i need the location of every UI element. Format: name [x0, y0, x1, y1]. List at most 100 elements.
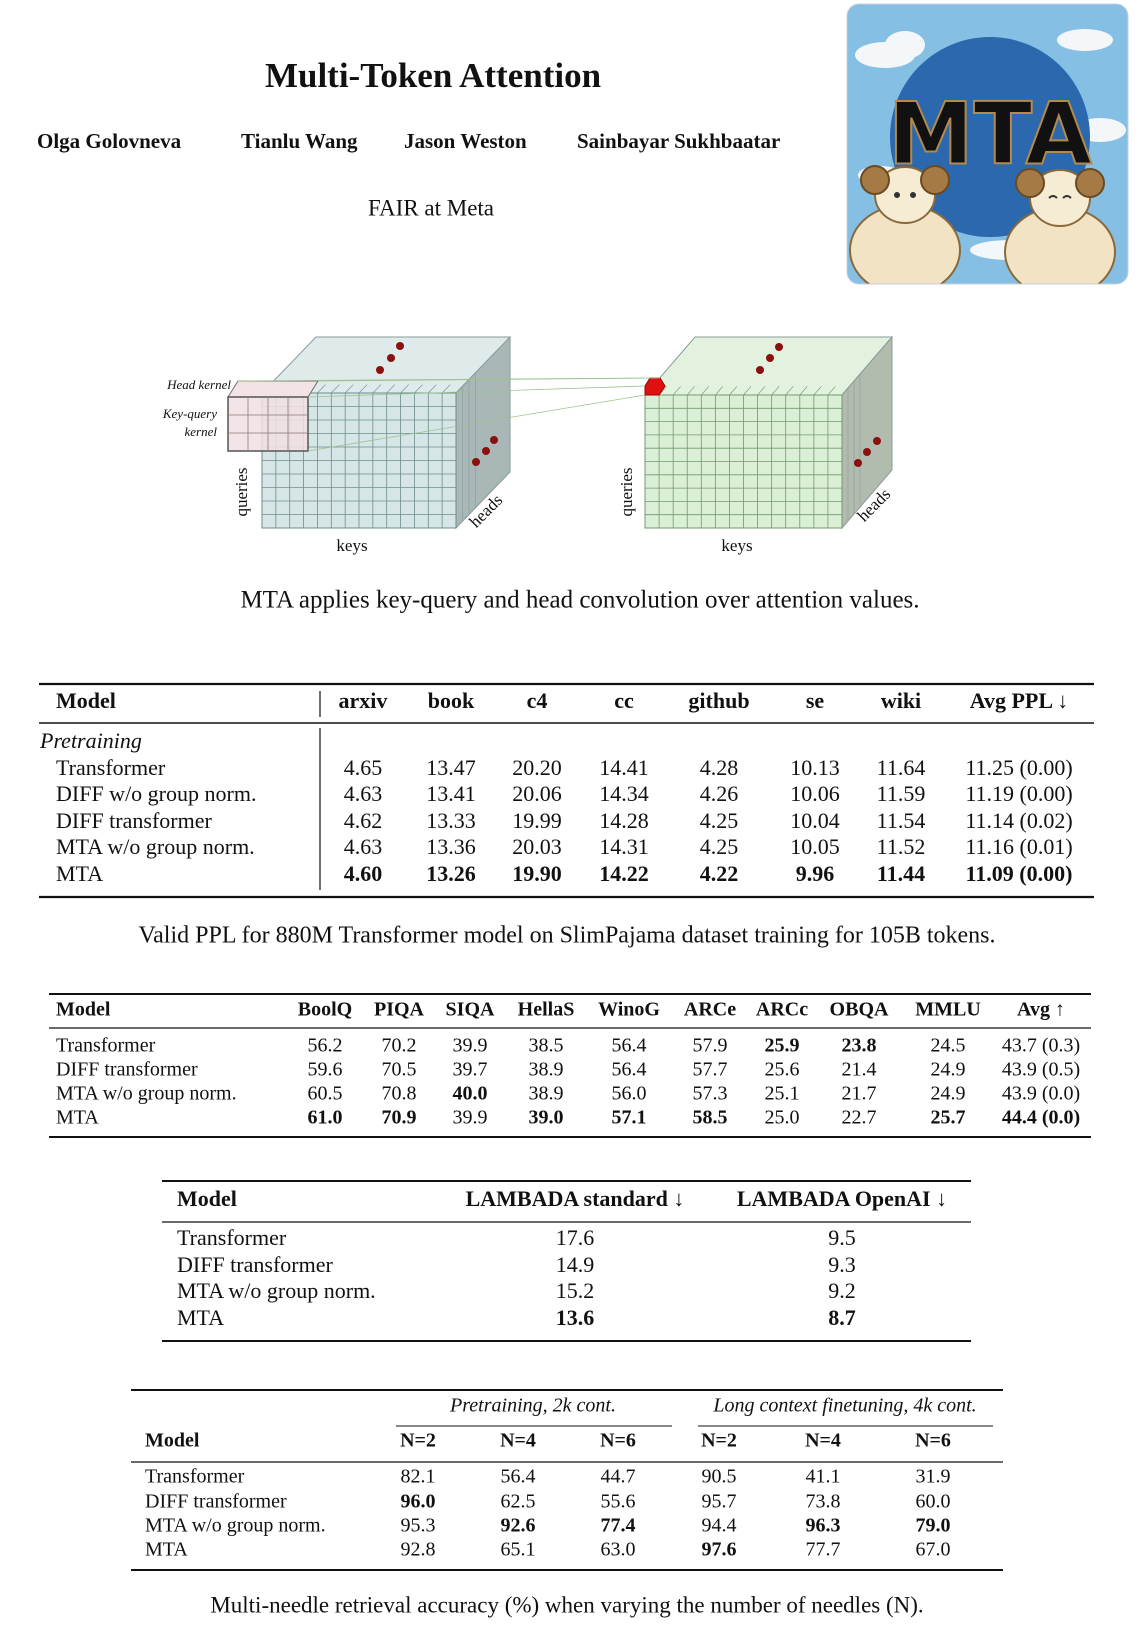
sheep-right	[1004, 168, 1116, 284]
cell: 92.6	[501, 1515, 536, 1537]
cell: 70.2	[382, 1035, 417, 1057]
column-header: book	[428, 688, 475, 713]
cell: 56.0	[612, 1083, 647, 1105]
axis-label: queries	[232, 467, 251, 516]
grid-line	[827, 386, 836, 396]
caption: MTA applies key-query and head convoluti…	[240, 587, 919, 614]
row-label: MTA	[177, 1305, 224, 1330]
cell: 92.8	[401, 1539, 436, 1561]
cell: 44.7	[601, 1466, 636, 1488]
cell: 43.7 (0.3)	[1002, 1035, 1080, 1057]
cell: 38.9	[529, 1059, 564, 1081]
row-label: DIFF transformer	[56, 1059, 198, 1081]
cell: 56.4	[612, 1059, 647, 1081]
cell: 14.34	[599, 781, 649, 806]
cell: 61.0	[308, 1107, 343, 1129]
dot	[376, 366, 384, 374]
row-label: MTA w/o group norm.	[56, 834, 255, 859]
column-header: Model	[56, 999, 111, 1021]
cell: 95.7	[702, 1491, 737, 1513]
cell: 60.0	[916, 1491, 951, 1513]
row-label: MTA w/o group norm.	[145, 1515, 326, 1537]
cell: 4.26	[700, 781, 739, 806]
dot	[854, 459, 862, 467]
column-header: Model	[177, 1186, 237, 1211]
cell: 31.9	[916, 1466, 951, 1488]
author: Sainbayar Sukhbaatar	[577, 129, 780, 153]
cell: 13.6	[556, 1305, 595, 1330]
cell: 38.9	[529, 1083, 564, 1105]
cell: 13.33	[426, 808, 476, 833]
axis-label: queries	[617, 467, 636, 516]
cell: 13.41	[426, 781, 476, 806]
column-header: BoolQ	[298, 999, 352, 1021]
cell: 20.20	[512, 755, 562, 780]
row-label: DIFF transformer	[145, 1491, 287, 1513]
row-label: DIFF w/o group norm.	[56, 781, 256, 806]
connector	[307, 394, 646, 452]
cell: 70.9	[382, 1107, 417, 1129]
sheep-left	[849, 165, 961, 284]
column-header: Avg PPL ↓	[970, 688, 1069, 713]
cell: 70.8	[382, 1083, 417, 1105]
cell: 11.59	[877, 781, 926, 806]
cell: 77.7	[806, 1539, 841, 1561]
cell: 43.9 (0.0)	[1002, 1083, 1080, 1105]
cell: 11.19 (0.00)	[965, 781, 1072, 806]
grid-line	[372, 384, 382, 394]
grid-line	[743, 386, 752, 396]
cell: 73.8	[806, 1491, 841, 1513]
grid-line	[344, 384, 354, 394]
column-header: Avg ↑	[1017, 999, 1065, 1021]
column-header: SIQA	[446, 999, 495, 1021]
cell: 10.06	[790, 781, 840, 806]
cell: 82.1	[401, 1466, 436, 1488]
group-header: Pretraining, 2k cont.	[449, 1395, 616, 1417]
cell: 11.16 (0.01)	[965, 834, 1072, 859]
grid-line	[672, 386, 681, 396]
grid-line	[686, 386, 695, 396]
cell: 11.09 (0.00)	[966, 861, 1073, 886]
group-header: Long context finetuning, 4k cont.	[712, 1395, 976, 1417]
cell: 11.52	[877, 834, 926, 859]
grid-line	[400, 384, 409, 394]
cell: 97.6	[702, 1539, 737, 1561]
title: Multi-Token Attention	[265, 56, 601, 95]
cell: 17.6	[556, 1225, 595, 1250]
cell: 57.1	[612, 1107, 647, 1129]
label: Head kernel	[166, 377, 231, 392]
grid-line	[386, 384, 396, 394]
row-label: Transformer	[177, 1225, 287, 1250]
column-header: github	[688, 688, 749, 713]
axis-label: keys	[336, 536, 367, 555]
cell: 96.0	[401, 1491, 436, 1513]
column-header: c4	[527, 688, 548, 713]
cell: 56.2	[308, 1035, 343, 1057]
cell: 9.96	[796, 861, 835, 886]
cell: 39.0	[529, 1107, 564, 1129]
column-header: MMLU	[915, 999, 981, 1021]
dot	[472, 458, 480, 466]
cell: 43.9 (0.5)	[1002, 1059, 1080, 1081]
cell: 11.25 (0.00)	[965, 755, 1072, 780]
cell: 40.0	[453, 1083, 488, 1105]
cell: 15.2	[556, 1278, 595, 1303]
grid-line	[414, 384, 423, 394]
cell: 24.9	[931, 1083, 966, 1105]
cell: 24.5	[931, 1035, 966, 1057]
cell: 67.0	[916, 1539, 951, 1561]
grid-line	[331, 384, 340, 394]
grid-line	[358, 384, 368, 394]
figure	[227, 335, 894, 530]
cell: 60.5	[308, 1083, 343, 1105]
cell: 22.7	[842, 1107, 877, 1129]
cell: 25.7	[931, 1107, 966, 1129]
column-header: HellaS	[518, 999, 575, 1021]
cell: 21.7	[842, 1083, 877, 1105]
cell: 11.54	[877, 808, 926, 833]
grid-line	[785, 386, 794, 396]
column-header: N=2	[400, 1430, 436, 1452]
cell: 14.31	[599, 834, 649, 859]
grid-line	[701, 386, 710, 396]
cell: 39.9	[453, 1035, 488, 1057]
